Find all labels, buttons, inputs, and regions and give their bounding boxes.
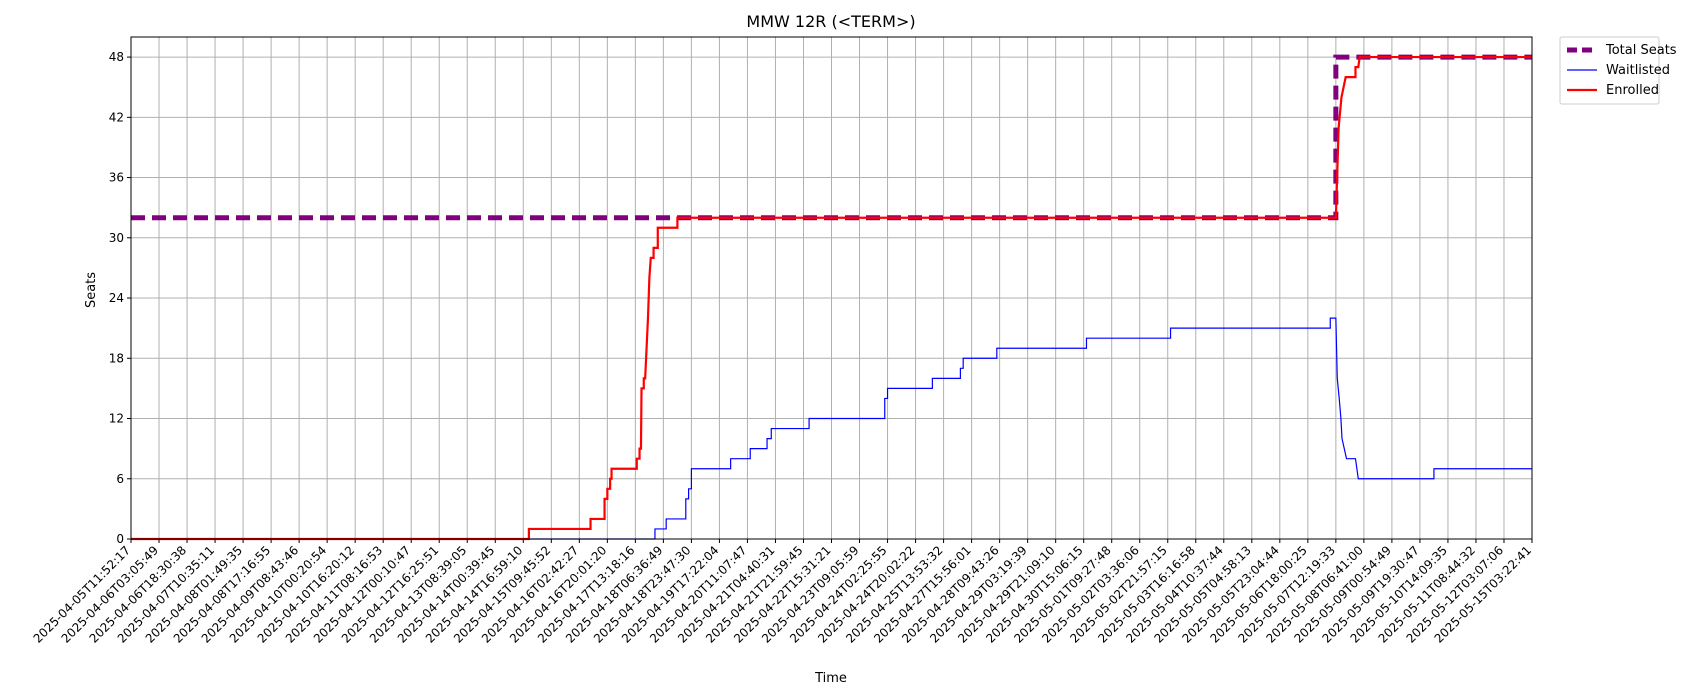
y-axis-title: Seats [84, 272, 99, 308]
grid [130, 37, 1533, 540]
legend-label: Waitlisted [1606, 63, 1670, 78]
y-axis: 0 6 12 18 24 30 36 42 48 [109, 50, 131, 546]
y-tick-label: 18 [109, 351, 124, 365]
y-tick-label: 48 [109, 50, 124, 64]
y-tick-label: 0 [116, 532, 124, 546]
legend-label: Total Seats [1605, 43, 1677, 58]
y-tick-label: 30 [109, 231, 124, 245]
series-layer [131, 54, 1532, 541]
legend-label: Enrolled [1606, 83, 1659, 98]
y-tick-label: 12 [109, 412, 124, 426]
x-axis: 2025-04-05T11:52:172025-04-06T03:05:4920… [31, 539, 1534, 646]
series-line-total-seats [131, 54, 1532, 221]
y-tick-label: 6 [116, 472, 124, 486]
legend-frame [1559, 36, 1660, 105]
y-tick-label: 42 [109, 110, 124, 124]
legend: Total Seats Waitlisted Enrolled [1559, 36, 1677, 105]
y-tick-label: 36 [109, 171, 124, 185]
series-line-waitlisted [131, 317, 1532, 540]
chart-title: MMW 12R (<TERM>) [746, 12, 915, 31]
series-line-enrolled [131, 55, 1532, 541]
x-axis-title: Time [814, 671, 847, 686]
y-tick-label: 24 [109, 291, 124, 305]
